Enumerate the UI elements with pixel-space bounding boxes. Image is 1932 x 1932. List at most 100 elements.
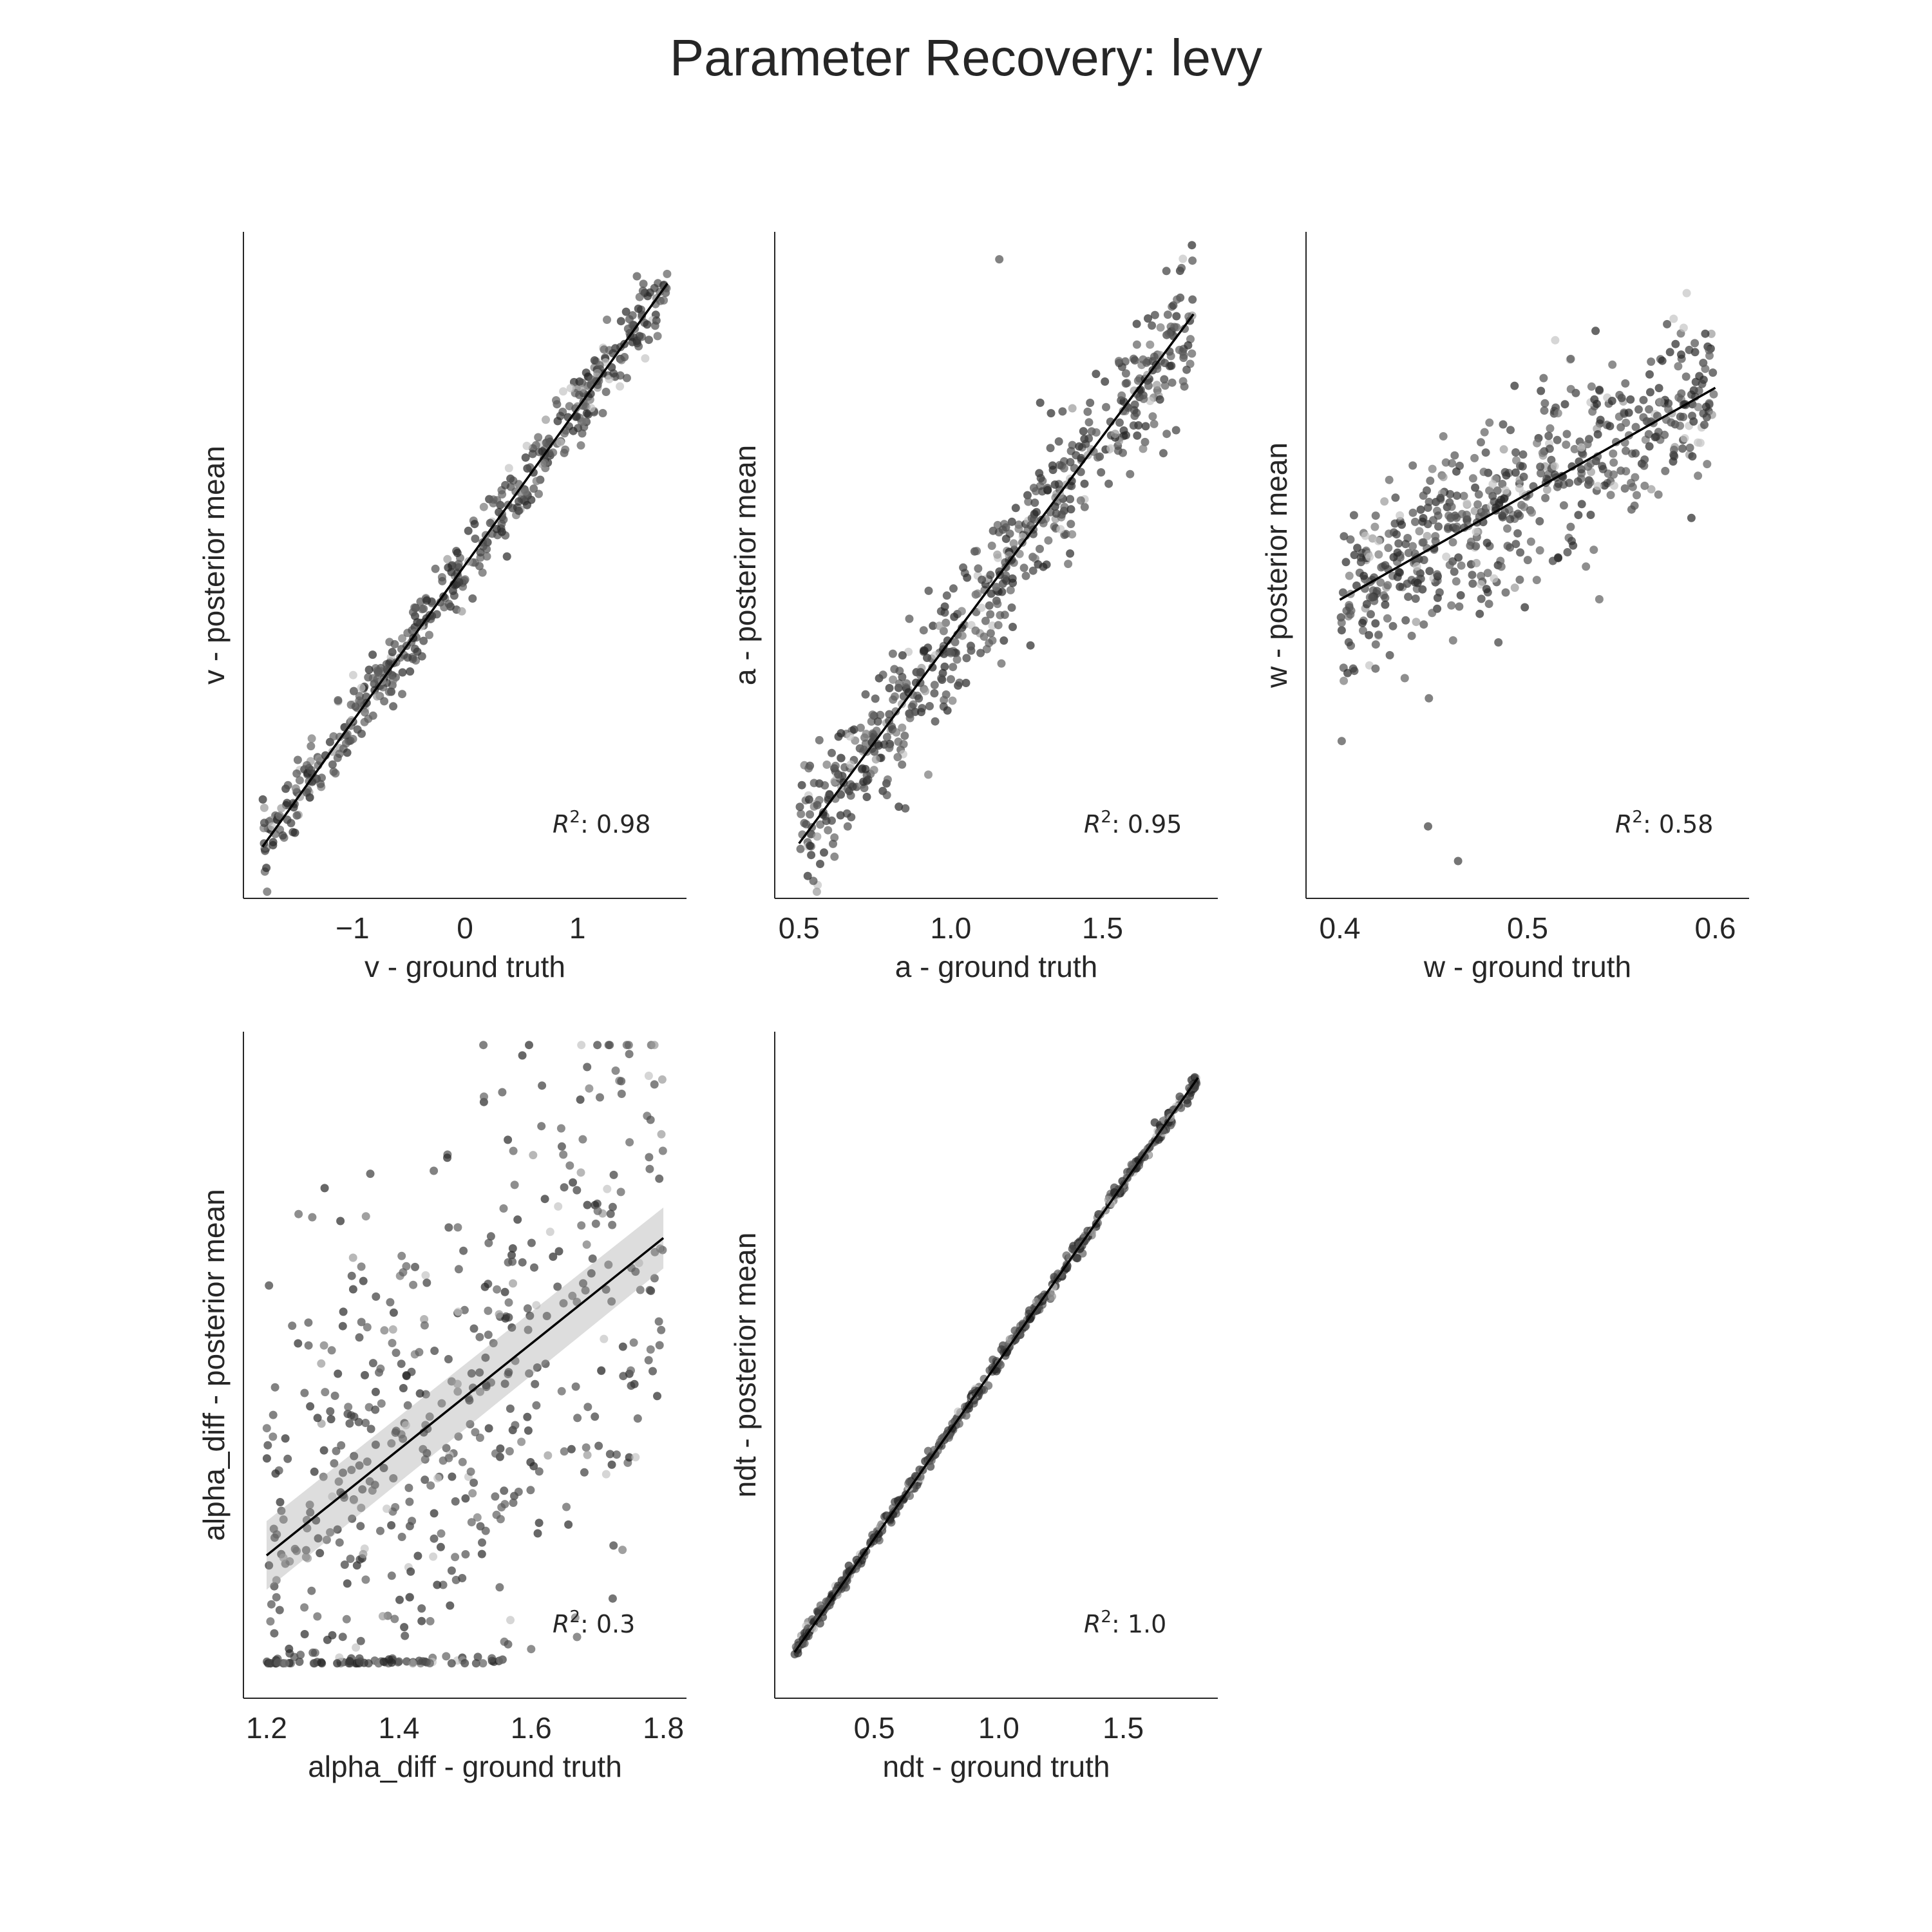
scatter-point xyxy=(361,1370,369,1379)
scatter-point xyxy=(300,1388,309,1397)
scatter-point xyxy=(1439,473,1448,482)
scatter-point xyxy=(521,453,530,462)
scatter-point xyxy=(1350,551,1359,560)
scatter-point xyxy=(1371,511,1380,520)
scatter-point xyxy=(1403,579,1412,588)
scatter-point xyxy=(1426,477,1435,485)
scatter-point xyxy=(364,714,373,723)
scatter-point xyxy=(871,694,880,703)
scatter-point xyxy=(420,1321,429,1330)
scatter-point xyxy=(639,279,648,289)
scatter-point xyxy=(583,1063,592,1072)
scatter-point xyxy=(1598,462,1607,471)
scatter-point xyxy=(1342,606,1351,615)
scatter-point xyxy=(455,578,464,587)
scatter-point xyxy=(1685,345,1694,354)
scatter-point xyxy=(499,1204,508,1213)
scatter-point xyxy=(575,390,583,399)
scatter-point xyxy=(1490,574,1499,583)
scatter-point xyxy=(1506,426,1515,435)
scatter-point xyxy=(834,770,842,779)
scatter-point xyxy=(873,717,882,726)
scatter-point xyxy=(562,1502,571,1511)
scatter-point xyxy=(330,1459,339,1468)
scatter-point xyxy=(1075,442,1084,451)
scatter-point xyxy=(1424,822,1432,831)
scatter-point xyxy=(931,717,940,726)
scatter-point xyxy=(1482,538,1492,547)
x-tick-label: 0.5 xyxy=(854,1711,895,1745)
scatter-point xyxy=(1381,561,1390,570)
scatter-point xyxy=(270,1533,279,1542)
scatter-point xyxy=(292,1546,301,1555)
scatter-point xyxy=(645,1164,654,1173)
scatter-point xyxy=(307,734,316,743)
scatter-point xyxy=(304,1318,313,1327)
scatter-point xyxy=(493,1285,502,1294)
scatter-point xyxy=(1654,490,1663,499)
scatter-point xyxy=(509,1279,517,1288)
scatter-point xyxy=(389,702,398,711)
scatter-point xyxy=(1023,491,1032,500)
x-axis-label: w - ground truth xyxy=(1423,950,1631,983)
scatter-point xyxy=(422,1278,431,1287)
scatter-point xyxy=(266,1617,275,1626)
scatter-point xyxy=(357,1318,366,1327)
scatter-point xyxy=(1127,1160,1136,1169)
scatter-point xyxy=(392,1349,401,1358)
scatter-point xyxy=(368,1486,377,1495)
scatter-point xyxy=(1117,391,1126,400)
scatter-point xyxy=(267,1600,276,1609)
scatter-point xyxy=(301,1546,310,1555)
scatter-point xyxy=(426,1481,435,1490)
scatter-point xyxy=(518,1258,527,1267)
scatter-point xyxy=(300,1630,309,1638)
scatter-point xyxy=(450,591,459,600)
scatter-point xyxy=(1574,511,1583,520)
scatter-point xyxy=(420,1315,429,1323)
scatter-point xyxy=(419,636,428,645)
scatter-point xyxy=(553,417,562,426)
scatter-point xyxy=(379,1464,388,1472)
scatter-point xyxy=(448,1472,457,1481)
scatter-point xyxy=(355,696,364,705)
scatter-point xyxy=(473,1513,482,1522)
scatter-point xyxy=(601,1470,611,1479)
scatter-point xyxy=(1021,571,1030,580)
scatter-point xyxy=(1104,479,1113,488)
scatter-point xyxy=(1132,340,1141,349)
scatter-point xyxy=(618,1546,627,1555)
scatter-point xyxy=(1480,428,1489,437)
scatter-point xyxy=(1510,583,1519,592)
scatter-point xyxy=(1484,600,1493,609)
scatter-point xyxy=(650,283,659,292)
scatter-point xyxy=(1371,619,1380,628)
scatter-point xyxy=(1381,593,1390,602)
scatter-point xyxy=(475,562,484,571)
scatter-point xyxy=(368,674,377,683)
scatter-point xyxy=(403,653,412,662)
scatter-point xyxy=(895,802,904,811)
scatter-point xyxy=(1167,361,1176,370)
scatter-point xyxy=(365,1477,374,1486)
scatter-point xyxy=(1448,538,1457,547)
scatter-point xyxy=(425,1659,434,1668)
scatter-point xyxy=(406,1593,414,1602)
scatter-point xyxy=(949,584,958,593)
scatter-point xyxy=(328,760,337,769)
scatter-point xyxy=(1685,443,1694,452)
scatter-point xyxy=(1680,434,1689,442)
scatter-point xyxy=(1628,482,1637,491)
scatter-point xyxy=(419,1657,427,1666)
scatter-point xyxy=(583,1200,592,1209)
scatter-point xyxy=(454,1265,463,1274)
scatter-point xyxy=(1365,553,1374,562)
scatter-point xyxy=(1553,409,1562,418)
scatter-point xyxy=(1589,545,1598,554)
scatter-point xyxy=(488,1654,497,1663)
scatter-point xyxy=(310,1659,319,1668)
scatter-point xyxy=(593,1041,602,1050)
scatter-point xyxy=(319,1446,328,1455)
scatter-point xyxy=(1560,400,1569,409)
scatter-point xyxy=(806,841,815,850)
